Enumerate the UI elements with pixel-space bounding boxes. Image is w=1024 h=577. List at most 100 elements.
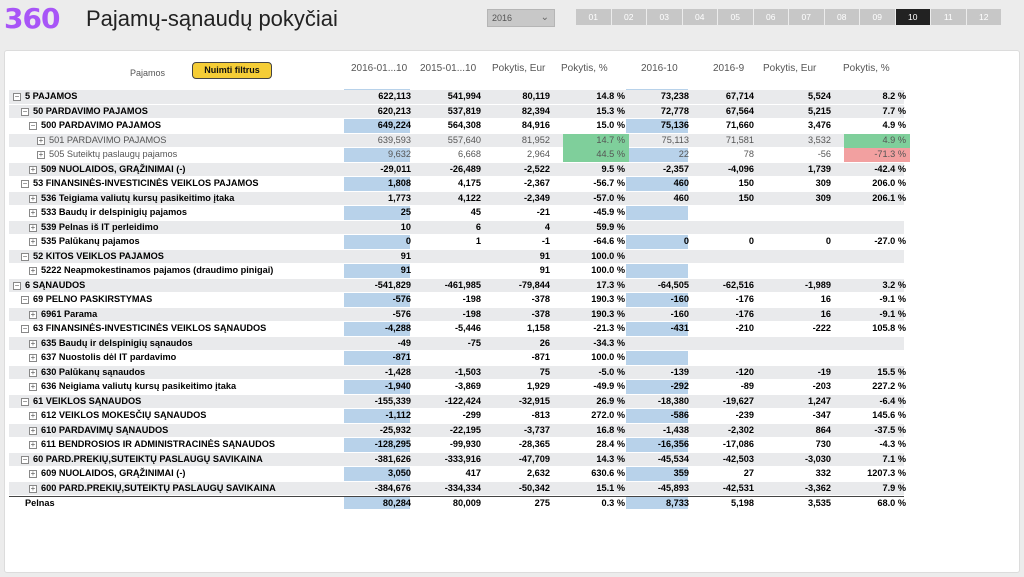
- table-row[interactable]: +6961 Parama -576 -198 -378 190.3 % -160 -176 1…: [9, 307, 906, 322]
- table-row[interactable]: −63 FINANSINĖS-INVESTICINĖS VEIKLOS SĄNA…: [9, 322, 906, 337]
- expand-icon[interactable]: +: [29, 411, 37, 420]
- table-row[interactable]: +630 Palūkanų sąnaudos -1,428 -1,503 75 -5.0…: [9, 365, 906, 380]
- table-row[interactable]: −5 PAJAMOS 622,113 541,994 80,119 14.8 % 73,2…: [9, 90, 906, 105]
- table-row[interactable]: +636 Neigiama valiutų kursų pasikeitimo …: [9, 380, 906, 395]
- cell-value: 460: [673, 178, 689, 188]
- table-row[interactable]: +635 Baudų ir delspinigių sąnaudos -49 -75…: [9, 336, 904, 351]
- collapse-icon[interactable]: −: [13, 92, 21, 101]
- column-header-7[interactable]: Pokytis, Eur: [763, 63, 817, 74]
- collapse-icon[interactable]: −: [21, 106, 29, 116]
- month-button-05[interactable]: 05: [718, 9, 753, 25]
- expand-icon[interactable]: +: [37, 150, 45, 159]
- clear-filters-button[interactable]: Nuimti filtrus: [192, 62, 272, 79]
- month-button-10[interactable]: 10: [895, 9, 930, 25]
- table-row[interactable]: +535 Palūkanų pajamos 0 1 -1 -64.6 % 0 0 0 -27.0…: [9, 235, 906, 250]
- table-row[interactable]: Pelnas 80,284 80,009 275 0.3 % 8,733 5,198 3,53…: [9, 496, 906, 511]
- table-row[interactable]: −6 SĄNAUDOS -541,829 -461,985 -79,844 17.3 %…: [9, 278, 906, 293]
- cell-value: -18,380: [657, 395, 689, 406]
- expand-icon[interactable]: +: [37, 135, 45, 145]
- collapse-icon[interactable]: −: [21, 324, 29, 333]
- expand-icon[interactable]: +: [29, 440, 37, 449]
- month-button-11[interactable]: 11: [931, 9, 966, 25]
- row-label: 539 Pelnas iš IT perleidimo: [41, 221, 159, 232]
- column-header-2[interactable]: 2015-01...10: [420, 63, 477, 74]
- expand-icon[interactable]: +: [29, 382, 37, 391]
- month-button-07[interactable]: 07: [789, 9, 824, 25]
- table-row[interactable]: +505 Suteiktų paslaugų pajamos 9,632 6,668…: [9, 148, 910, 163]
- table-row[interactable]: +5222 Neapmokestinamos pajamos (draudimo…: [9, 264, 904, 279]
- collapse-icon[interactable]: −: [13, 280, 21, 290]
- table-row[interactable]: −61 VEIKLOS SĄNAUDOS -155,339 -122,424 -32,…: [9, 394, 906, 409]
- row-label: 610 PARDAVIMŲ SĄNAUDOS: [41, 424, 169, 435]
- collapse-icon[interactable]: −: [21, 454, 29, 464]
- table-row[interactable]: −60 PARD.PREKIŲ,SUTEIKTŲ PASLAUGŲ SAVIKA…: [9, 452, 906, 467]
- chevron-down-icon: ⌄: [540, 12, 549, 23]
- table-row[interactable]: +509 NUOLAIDOS, GRĄŽINIMAI (-) -29,011 -26…: [9, 162, 906, 177]
- month-button-08[interactable]: 08: [824, 9, 859, 25]
- month-button-04[interactable]: 04: [682, 9, 717, 25]
- column-header-5[interactable]: 2016-10: [641, 63, 678, 74]
- table-row[interactable]: +610 PARDAVIMŲ SĄNAUDOS -25,932 -22,195 -3,…: [9, 423, 906, 438]
- cell-value: 1207.3 %: [867, 468, 906, 478]
- cell-value: -17,086: [722, 439, 754, 449]
- year-select[interactable]: 2016 ⌄: [487, 9, 555, 27]
- table-row[interactable]: −69 PELNO PASKIRSTYMAS -576 -198 -378 190.3 …: [9, 293, 906, 308]
- column-header-3[interactable]: Pokytis, Eur: [492, 63, 546, 74]
- collapse-icon[interactable]: −: [21, 295, 29, 304]
- table-row[interactable]: +611 BENDROSIOS IR ADMINISTRACINĖS SĄNAU…: [9, 438, 906, 453]
- cell-value: 275: [534, 498, 550, 508]
- collapse-icon[interactable]: −: [21, 251, 29, 261]
- table-row[interactable]: +612 VEIKLOS MOKESČIŲ SĄNAUDOS -1,112 -299…: [9, 409, 906, 424]
- expand-icon[interactable]: +: [29, 338, 37, 348]
- cell-value: 145.6 %: [872, 410, 906, 420]
- expand-icon[interactable]: +: [29, 237, 37, 246]
- table-row[interactable]: +600 PARD.PREKIŲ,SUTEIKTŲ PASLAUGŲ SAVIK…: [9, 481, 906, 496]
- row-label: 60 PARD.PREKIŲ,SUTEIKTŲ PASLAUGŲ SAVIKAI…: [33, 453, 263, 464]
- cell-value: -1,438: [662, 424, 689, 435]
- table-row[interactable]: +501 PARDAVIMO PAJAMOS 639,593 557,640 81,9…: [9, 133, 910, 148]
- table-row[interactable]: −53 FINANSINĖS-INVESTICINĖS VEIKLOS PAJA…: [9, 177, 906, 192]
- expand-icon[interactable]: +: [29, 266, 37, 275]
- table-row[interactable]: +536 Teigiama valiutų kursų pasikeitimo …: [9, 191, 906, 206]
- table-row[interactable]: −500 PARDAVIMO PAJAMOS 649,224 564,308 84,9…: [9, 119, 906, 134]
- cell-value: 1,247: [808, 395, 831, 406]
- cell-value: -5,446: [454, 323, 481, 333]
- expand-icon[interactable]: +: [29, 193, 37, 203]
- collapse-icon[interactable]: −: [21, 179, 29, 188]
- expand-icon[interactable]: +: [29, 208, 37, 217]
- month-button-12[interactable]: 12: [966, 9, 1001, 25]
- table-row[interactable]: +539 Pelnas iš IT perleidimo 10 6 4 59.9 %: [9, 220, 904, 235]
- expand-icon[interactable]: +: [29, 469, 37, 478]
- cell-value: -42.4 %: [874, 163, 906, 174]
- column-header-1[interactable]: 2016-01...10: [351, 63, 408, 74]
- table-row[interactable]: +637 Nuostolis dėl IT pardavimo -871 -871 1…: [9, 351, 904, 366]
- month-button-01[interactable]: 01: [576, 9, 611, 25]
- column-header-6[interactable]: 2016-9: [713, 63, 745, 74]
- month-button-02[interactable]: 02: [611, 9, 646, 25]
- month-button-06[interactable]: 06: [753, 9, 788, 25]
- table-row[interactable]: −50 PARDAVIMO PAJAMOS 620,213 537,819 82,39…: [9, 104, 906, 119]
- cell-value: -4.3 %: [879, 439, 906, 449]
- table-row[interactable]: +533 Baudų ir delspinigių pajamos 25 45 -21…: [9, 206, 904, 221]
- table-row[interactable]: −52 KITOS VEIKLOS PAJAMOS 91 91 100.0 %: [9, 249, 904, 264]
- month-button-03[interactable]: 03: [647, 9, 682, 25]
- expand-icon[interactable]: +: [29, 353, 37, 362]
- expand-icon[interactable]: +: [29, 367, 37, 377]
- expand-icon[interactable]: +: [29, 425, 37, 435]
- column-header-4[interactable]: Pokytis, %: [561, 63, 608, 74]
- column-header-8[interactable]: Pokytis, %: [843, 63, 890, 74]
- cell-value: 75,113: [661, 134, 689, 145]
- expand-icon[interactable]: +: [29, 483, 37, 493]
- cell-value: -4,288: [384, 323, 411, 333]
- cell-value: 105.8 %: [872, 323, 906, 333]
- month-button-09[interactable]: 09: [860, 9, 895, 25]
- table-row[interactable]: +609 NUOLAIDOS, GRĄŽINIMAI (-) 3,050 417 2,…: [9, 467, 906, 482]
- cell-value: 82,394: [521, 105, 550, 116]
- expand-icon[interactable]: +: [29, 222, 37, 232]
- collapse-icon[interactable]: −: [21, 396, 29, 406]
- expand-icon[interactable]: +: [29, 309, 37, 319]
- cell-value: 73,238: [660, 91, 689, 101]
- expand-icon[interactable]: +: [29, 164, 37, 174]
- collapse-icon[interactable]: −: [29, 121, 37, 130]
- cell-value: -45,893: [657, 482, 689, 493]
